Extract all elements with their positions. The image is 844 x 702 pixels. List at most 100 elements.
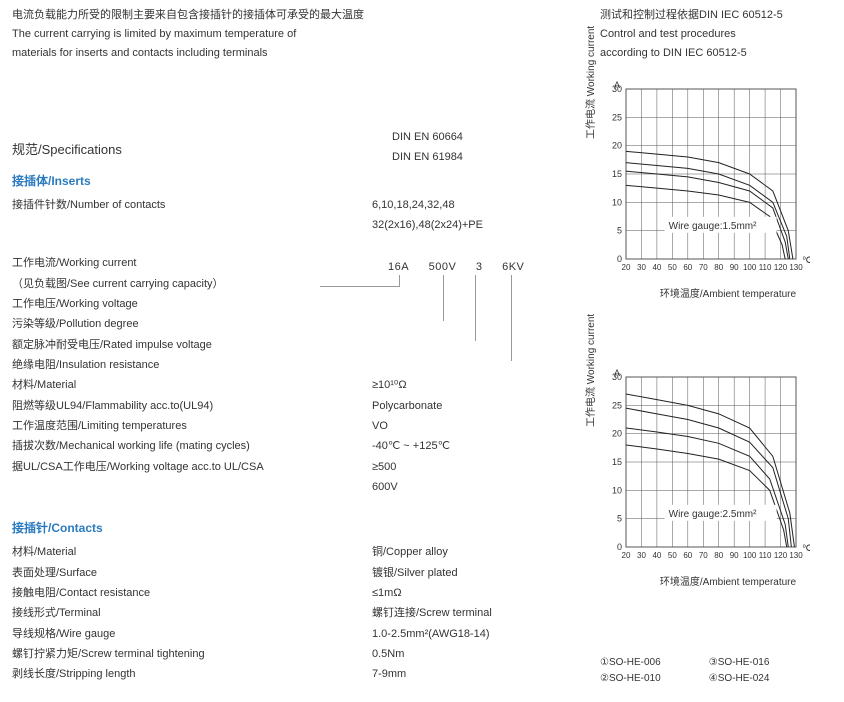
legend-item: ③SO-HE-016: [709, 655, 815, 671]
spec-label: 材料/Material: [12, 542, 372, 562]
spec-value: 32(2x16),48(2x24)+PE: [372, 215, 572, 235]
spec-label: 插拔次数/Mechanical working life (mating cyc…: [12, 436, 372, 456]
spec-value: VO: [372, 416, 572, 436]
spec-value: -40℃ ~ +125℃: [372, 436, 572, 456]
svg-text:110: 110: [759, 263, 772, 272]
contacts-heading: 接插针/Contacts: [12, 519, 572, 536]
svg-text:25: 25: [612, 400, 622, 410]
spec-row: 据UL/CSA工作电压/Working voltage acc.to UL/CS…: [12, 457, 572, 477]
chart2-ylabel: 工作电流 Working current: [582, 313, 597, 426]
spec-label: 剥线长度/Stripping length: [12, 664, 372, 684]
spec-row: 剥线长度/Stripping length7-9mm: [12, 664, 572, 684]
spec-row: 材料/Material≥10¹⁰Ω: [12, 375, 572, 395]
spec-value: 螺钉连接/Screw terminal: [372, 603, 572, 623]
spec-row: 接插件针数/Number of contacts6,10,18,24,32,48: [12, 195, 572, 215]
svg-text:20: 20: [622, 263, 631, 272]
svg-text:40: 40: [652, 551, 661, 560]
spec-row: 插拔次数/Mechanical working life (mating cyc…: [12, 436, 572, 456]
spec-value: 铜/Copper alloy: [372, 542, 572, 562]
spec-label: 接触电阻/Contact resistance: [12, 583, 372, 603]
spec-value: ≤1mΩ: [372, 583, 572, 603]
svg-text:70: 70: [699, 551, 708, 560]
svg-text:110: 110: [759, 551, 772, 560]
spec-label: 阻燃等级UL94/Flammability acc.to(UL94): [12, 396, 372, 416]
svg-text:120: 120: [774, 551, 788, 560]
header-cn: 电流负载能力所受的限制主要来自包含接插针的接插体可承受的最大温度: [12, 8, 572, 23]
r-header-en-1: Control and test procedures: [600, 27, 838, 42]
inserts-rows: 接插件针数/Number of contacts6,10,18,24,32,48…: [12, 195, 572, 236]
spec-label: 工作电流/Working current: [12, 253, 372, 273]
spec-label: 接线形式/Terminal: [12, 603, 372, 623]
svg-text:15: 15: [612, 169, 622, 179]
right-column: 测试和控制过程依据DIN IEC 60512-5 Control and tes…: [600, 8, 838, 687]
chart1-ylabel: 工作电流 Working current: [582, 25, 597, 138]
chart-1-wrap: 工作电流 Working current 0510152025302030405…: [600, 79, 838, 339]
svg-text:80: 80: [714, 551, 723, 560]
svg-text:℃: ℃: [802, 543, 810, 553]
spec-row: 导线规格/Wire gauge1.0-2.5mm²(AWG18-14): [12, 624, 572, 644]
spec-label: 据UL/CSA工作电压/Working voltage acc.to UL/CS…: [12, 457, 372, 477]
chart-2: 0510152025302030405060708090100110120130…: [600, 367, 810, 567]
spec-value: 1.0-2.5mm²(AWG18-14): [372, 624, 572, 644]
legend-item: ①SO-HE-006: [600, 655, 706, 671]
spec-label: 材料/Material: [12, 375, 372, 395]
contacts-rows: 材料/Material铜/Copper alloy表面处理/Surface镀银/…: [12, 542, 572, 684]
spec-value: 600V: [372, 477, 572, 497]
spec-label: 表面处理/Surface: [12, 563, 372, 583]
svg-text:A: A: [614, 368, 620, 378]
spec-row: 32(2x16),48(2x24)+PE: [12, 215, 572, 235]
spec-row: 表面处理/Surface镀银/Silver plated: [12, 563, 572, 583]
svg-text:10: 10: [612, 485, 622, 495]
svg-text:100: 100: [743, 263, 757, 272]
standard-1: DIN EN 61984: [392, 148, 463, 168]
spec-heading: 规范/Specifications: [12, 139, 572, 158]
code-line: 16A 500V 3 6KV: [388, 261, 540, 273]
spec-label: [12, 215, 372, 235]
svg-text:30: 30: [637, 551, 646, 560]
spec-value: Polycarbonate: [372, 396, 572, 416]
code-500v: 500V: [429, 261, 457, 273]
svg-text:30: 30: [637, 263, 646, 272]
spec-row: 材料/Material铜/Copper alloy: [12, 542, 572, 562]
svg-text:60: 60: [683, 551, 692, 560]
spec-label: 螺钉拧紧力矩/Screw terminal tightening: [12, 644, 372, 664]
code-3: 3: [476, 261, 483, 273]
svg-text:5: 5: [617, 225, 622, 235]
svg-text:Wire gauge:1.5mm²: Wire gauge:1.5mm²: [669, 220, 757, 231]
code-6kv: 6KV: [502, 261, 524, 273]
svg-text:20: 20: [622, 551, 631, 560]
spec-row: 接触电阻/Contact resistance≤1mΩ: [12, 583, 572, 603]
svg-text:5: 5: [617, 513, 622, 523]
svg-text:Wire gauge:2.5mm²: Wire gauge:2.5mm²: [669, 508, 757, 519]
spec-row: 阻燃等级UL94/Flammability acc.to(UL94)Polyca…: [12, 396, 572, 416]
svg-text:50: 50: [668, 263, 677, 272]
svg-text:20: 20: [612, 140, 622, 150]
spec-value: ≥500: [372, 457, 572, 477]
svg-text:40: 40: [652, 263, 661, 272]
left-column: 电流负载能力所受的限制主要来自包含接插针的接插体可承受的最大温度 The cur…: [12, 8, 572, 685]
header-en-1: The current carrying is limited by maxim…: [12, 27, 572, 42]
r-header-cn: 测试和控制过程依据DIN IEC 60512-5: [600, 8, 838, 23]
standard-0: DIN EN 60664: [392, 128, 463, 148]
chart-2-wrap: 工作电流 Working current 0510152025302030405…: [600, 367, 838, 627]
spec-label: 导线规格/Wire gauge: [12, 624, 372, 644]
spec-value: 6,10,18,24,32,48: [372, 195, 572, 215]
spec-value: 0.5Nm: [372, 644, 572, 664]
chart-1: 0510152025302030405060708090100110120130…: [600, 79, 810, 279]
legend: ①SO-HE-006 ③SO-HE-016 ②SO-HE-010 ④SO-HE-…: [600, 655, 838, 687]
svg-text:25: 25: [612, 112, 622, 122]
header-en-2: materials for inserts and contacts inclu…: [12, 46, 572, 61]
svg-text:10: 10: [612, 197, 622, 207]
svg-text:20: 20: [612, 428, 622, 438]
svg-text:15: 15: [612, 457, 622, 467]
spec-row: 螺钉拧紧力矩/Screw terminal tightening0.5Nm: [12, 644, 572, 664]
chart2-xlabel: 环境温度/Ambient temperature: [600, 573, 838, 588]
legend-item: ④SO-HE-024: [709, 671, 815, 687]
spec-label: [12, 477, 372, 497]
spec-value: ≥10¹⁰Ω: [372, 375, 572, 395]
svg-text:90: 90: [730, 263, 739, 272]
inserts-heading: 接插体/Inserts: [12, 172, 572, 189]
svg-text:A: A: [614, 80, 620, 90]
legend-item: ②SO-HE-010: [600, 671, 706, 687]
code-16a: 16A: [388, 261, 409, 273]
